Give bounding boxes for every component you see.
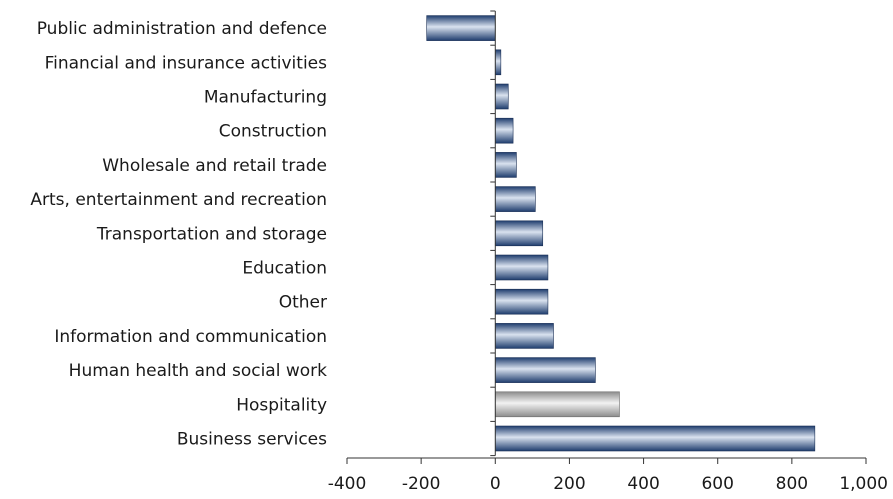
value-tick-label: 1,000 bbox=[839, 474, 888, 494]
axes-layer bbox=[346, 10, 867, 464]
bar bbox=[494, 186, 536, 212]
labels-layer: Public administration and defence Financi… bbox=[30, 19, 888, 494]
bar bbox=[494, 323, 554, 349]
bar bbox=[494, 49, 502, 76]
category-label: Human health and social work bbox=[69, 361, 327, 381]
value-tick-label: 200 bbox=[553, 474, 585, 494]
category-label: Education bbox=[242, 259, 327, 279]
value-tick-label: 400 bbox=[627, 474, 659, 494]
category-label: Arts, entertainment and recreation bbox=[30, 190, 327, 210]
bar bbox=[494, 425, 816, 452]
bars-layer bbox=[426, 15, 816, 452]
category-label: Information and communication bbox=[54, 327, 327, 347]
bar bbox=[494, 220, 544, 247]
category-label: Business services bbox=[177, 430, 327, 450]
bar bbox=[494, 288, 549, 315]
bar bbox=[494, 152, 517, 178]
category-label: Wholesale and retail trade bbox=[102, 156, 327, 176]
bar bbox=[494, 117, 514, 144]
category-label: Public administration and defence bbox=[37, 19, 327, 39]
value-tick-label: 800 bbox=[776, 474, 808, 494]
category-label: Financial and insurance activities bbox=[45, 53, 328, 73]
bar bbox=[494, 83, 509, 110]
category-label: Other bbox=[279, 293, 327, 313]
bar bbox=[494, 391, 620, 418]
category-label: Manufacturing bbox=[204, 88, 327, 108]
bar bbox=[494, 357, 596, 383]
value-tick-label: 600 bbox=[701, 474, 733, 494]
category-label: Hospitality bbox=[236, 395, 327, 415]
value-tick-label: 0 bbox=[490, 474, 501, 494]
category-label: Construction bbox=[219, 122, 327, 142]
category-label: Transportation and storage bbox=[96, 224, 327, 244]
bar bbox=[494, 254, 549, 281]
bar bbox=[426, 15, 496, 41]
value-tick-label: -400 bbox=[328, 474, 367, 494]
value-tick-label: -200 bbox=[402, 474, 441, 494]
